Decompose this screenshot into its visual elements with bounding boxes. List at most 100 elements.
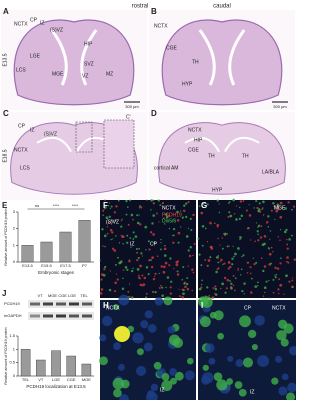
panel-letter: G xyxy=(201,201,207,210)
region-label: IZ xyxy=(40,20,44,26)
brain-section xyxy=(161,19,283,106)
cell xyxy=(212,287,215,290)
cell xyxy=(209,245,213,249)
cell xyxy=(218,203,220,205)
cell xyxy=(257,233,259,236)
cell xyxy=(217,255,220,257)
cell xyxy=(153,241,156,245)
cell xyxy=(219,244,221,246)
cell xyxy=(189,246,193,249)
cell xyxy=(147,324,157,333)
cell xyxy=(255,222,258,224)
cell xyxy=(280,257,282,259)
cell xyxy=(206,264,209,267)
region-label: NCTX xyxy=(154,23,168,29)
cell xyxy=(131,296,134,299)
panel-letter: J xyxy=(2,289,6,298)
cell xyxy=(191,268,194,271)
region-label: NCTX xyxy=(14,21,28,27)
cell xyxy=(145,266,149,269)
cell xyxy=(275,355,283,363)
cell xyxy=(177,231,181,235)
cell xyxy=(259,210,262,213)
cell xyxy=(285,228,288,232)
cell xyxy=(234,381,243,389)
cell xyxy=(185,202,188,205)
cell xyxy=(262,207,264,209)
cell xyxy=(287,201,290,204)
cell xyxy=(262,200,265,204)
cell xyxy=(112,238,114,240)
cell xyxy=(270,246,273,249)
cell xyxy=(161,373,170,381)
cell xyxy=(145,249,147,251)
cell xyxy=(231,257,234,261)
cell xyxy=(187,249,190,252)
bar xyxy=(21,245,34,263)
cell xyxy=(109,228,113,232)
cell xyxy=(201,244,204,247)
cell xyxy=(120,234,122,237)
cell xyxy=(136,348,144,356)
cell xyxy=(143,342,153,352)
cell xyxy=(179,226,182,228)
cell xyxy=(114,281,117,285)
cell xyxy=(229,280,231,282)
cell xyxy=(286,243,289,246)
cell xyxy=(221,282,225,286)
y-tick-label: 0 xyxy=(13,259,16,264)
cell xyxy=(99,356,108,366)
cell xyxy=(115,235,117,237)
orientation-label: rostral xyxy=(132,4,149,10)
chart: E 0 1 2 3 Relative amount of PCDH19 protein E1… xyxy=(2,201,94,275)
blot-band xyxy=(69,302,79,306)
x-tick-label: TEL xyxy=(22,377,30,382)
cell xyxy=(263,265,267,268)
ventricle xyxy=(50,29,98,86)
cell xyxy=(240,268,243,271)
cell xyxy=(113,304,120,311)
cell xyxy=(127,223,130,226)
cell xyxy=(146,199,148,201)
cell xyxy=(275,273,278,276)
cell xyxy=(235,205,238,207)
cell xyxy=(161,286,164,289)
cell xyxy=(214,287,218,291)
cell xyxy=(182,266,185,269)
cell xyxy=(216,226,219,228)
cell xyxy=(183,282,186,285)
bar xyxy=(36,359,46,377)
cell xyxy=(262,214,265,216)
cell xyxy=(175,263,179,267)
cell xyxy=(104,245,106,248)
bar xyxy=(78,220,91,263)
region-label: VZ xyxy=(82,73,88,79)
bar xyxy=(40,241,53,263)
cell xyxy=(288,345,296,356)
cell xyxy=(126,268,129,271)
cell xyxy=(267,225,270,228)
x-tick-label: E17.5 xyxy=(60,263,71,268)
cell xyxy=(265,280,268,283)
cell xyxy=(176,219,180,222)
cell xyxy=(277,288,280,291)
blot-band xyxy=(56,314,66,318)
cell xyxy=(155,212,158,215)
cell xyxy=(129,295,131,298)
cell xyxy=(217,267,220,270)
cell xyxy=(178,295,181,298)
cell xyxy=(136,258,139,262)
cell xyxy=(136,251,139,254)
y-tick-label: 1 xyxy=(13,242,16,247)
cell xyxy=(221,237,223,239)
cell xyxy=(278,386,288,396)
cell xyxy=(100,288,104,291)
cell xyxy=(228,202,230,204)
cell xyxy=(137,256,140,260)
cell xyxy=(233,213,236,215)
cell xyxy=(230,282,233,285)
cell xyxy=(227,267,230,270)
cell xyxy=(287,382,296,393)
cell xyxy=(110,219,113,222)
cell xyxy=(160,265,163,268)
